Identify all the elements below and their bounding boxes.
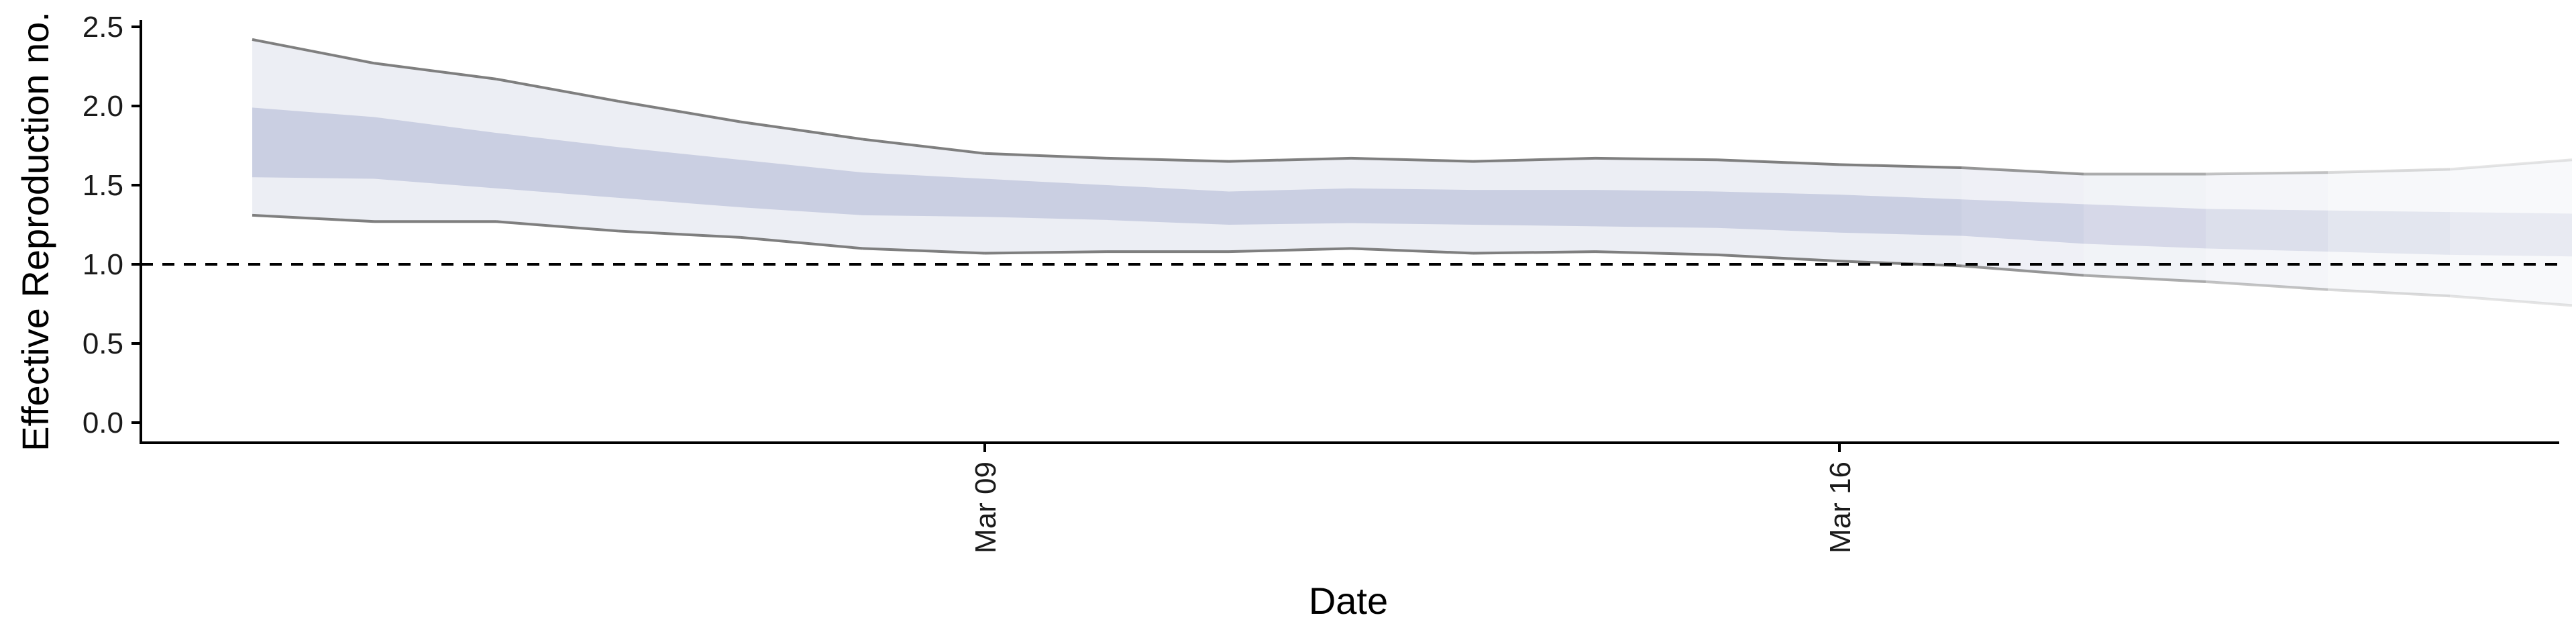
lower-bound-line-segment: [252, 213, 375, 223]
upper-bound-line-segment: [984, 152, 1108, 160]
inner-band-segment: [374, 117, 496, 189]
upper-bound-line-segment: [1472, 156, 1596, 163]
inner-band-segment: [496, 133, 619, 198]
lower-bound-line-segment: [1839, 260, 1962, 268]
upper-bound-line-segment: [1839, 163, 1962, 170]
lower-bound-line-segment: [740, 235, 863, 250]
inner-band-segment: [1717, 191, 1839, 233]
inner-band-segment: [1839, 195, 1962, 236]
x-axis-title: Date: [1309, 580, 1388, 622]
lower-bound-line-segment: [1472, 250, 1596, 255]
inner-band-segment: [1229, 188, 1351, 225]
inner-band-segment: [1351, 188, 1473, 225]
upper-bound-line-segment: [2327, 168, 2451, 174]
y-tick-label: 0.5: [83, 327, 123, 360]
inner-band-segment: [2206, 209, 2328, 252]
y-tick-label: 1.5: [83, 169, 123, 202]
inner-band-segment: [863, 172, 985, 217]
inner-band-segment: [741, 160, 863, 215]
y-axis-title: Effective Reproduction no.: [14, 11, 56, 451]
lower-bound-line-segment: [984, 250, 1108, 255]
upper-bound-line-segment: [618, 99, 741, 123]
upper-bound-line-segment: [1350, 156, 1474, 163]
lower-bound-line-segment: [2327, 288, 2451, 298]
lower-bound-line-segment: [862, 247, 985, 255]
y-tick-label: 0.0: [83, 407, 123, 439]
x-tick-label: Mar 16: [1824, 462, 1857, 553]
inner-band-segment: [985, 178, 1107, 220]
lower-bound-line-segment: [1717, 253, 1840, 263]
upper-bound-line-segment: [1106, 156, 1230, 163]
lower-bound-line-segment: [496, 220, 619, 233]
inner-band-segment: [252, 107, 374, 179]
lower-bound-line-segment: [1350, 247, 1474, 255]
lower-bound-line-segment: [1595, 250, 1718, 256]
inner-band-segment: [1473, 190, 1595, 227]
upper-bound-line-segment: [374, 62, 497, 80]
lower-bound-line-segment: [2083, 274, 2206, 283]
inner-band-segment: [2328, 210, 2450, 255]
y-tick-label: 2.0: [83, 90, 123, 123]
x-axis-ticks: Mar 09 Mar 16: [969, 443, 1857, 553]
x-tick-label: Mar 09: [969, 462, 1002, 553]
upper-bound-line-segment: [1961, 166, 2084, 176]
lower-bound-line-segment: [1961, 264, 2084, 277]
lower-bound-line-segment: [1228, 247, 1352, 254]
y-tick-label: 1.0: [83, 248, 123, 281]
upper-bound-line-segment: [252, 38, 375, 65]
y-tick-label: 2.5: [83, 11, 123, 44]
upper-bound-line-segment: [496, 77, 619, 103]
upper-bound-line-segment: [1717, 158, 1840, 166]
lower-bound-line-segment: [618, 229, 741, 239]
upper-bound-line-segment: [862, 138, 985, 155]
lower-bound-line-segment: [2449, 294, 2573, 307]
inner-band-segment: [1107, 185, 1229, 225]
upper-bound-line-segment: [740, 120, 863, 141]
inner-band-segment: [2084, 204, 2206, 249]
band-outline-lines: [252, 38, 2573, 307]
inner-band-segment: [1962, 199, 2084, 244]
upper-bound-line-segment: [1595, 156, 1718, 162]
upper-bound-line-segment: [2449, 158, 2573, 171]
inner-band-segment: [1595, 190, 1717, 228]
outer-band-segment: [2450, 160, 2572, 306]
y-axis-ticks: 0.0 0.5 1.0 1.5 2.0 2.5: [83, 11, 141, 439]
inner-band-segment: [2450, 212, 2572, 257]
lower-bound-line-segment: [2205, 280, 2328, 291]
inner-band-segment: [619, 147, 741, 208]
upper-bound-line-segment: [1228, 156, 1352, 163]
upper-bound-line-segment: [2205, 171, 2328, 176]
credible-bands: [252, 39, 2572, 306]
